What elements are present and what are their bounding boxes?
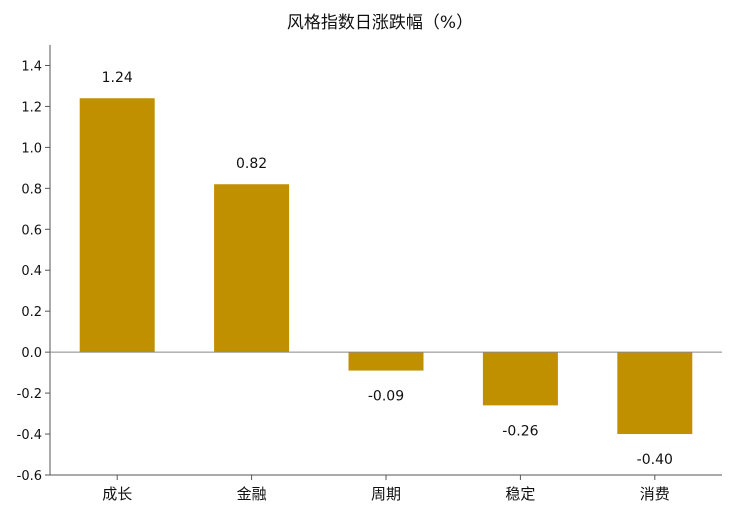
y-tick-label: -0.2 xyxy=(17,387,42,402)
plot-area: -0.6 -0.4 -0.2 0.0 0.2 0.4 0.6 0.8 1.0 1.2 1.4 1.24… xyxy=(17,45,722,503)
y-tick-label: -0.6 xyxy=(17,469,42,484)
y-tick-label: 0.6 xyxy=(21,223,42,238)
y-tick-label: 0.4 xyxy=(21,264,42,279)
bar-1 xyxy=(79,98,155,353)
bar-5 xyxy=(617,352,693,435)
y-tick-label: 1.0 xyxy=(21,141,42,156)
bar-3 xyxy=(348,352,424,371)
chart-title: 风格指数日涨跌幅（%） xyxy=(287,13,473,33)
data-label: 0.82 xyxy=(236,156,267,172)
data-label: -0.40 xyxy=(637,452,673,468)
bar-2 xyxy=(214,184,290,353)
y-tick-label: 0.2 xyxy=(21,305,42,320)
x-tick-label: 消费 xyxy=(640,485,670,503)
data-label: -0.26 xyxy=(502,423,538,439)
y-tick-label: 0.8 xyxy=(21,182,42,197)
y-tick-label: 0.0 xyxy=(21,346,42,361)
data-label: 1.24 xyxy=(102,70,133,86)
x-tick-label: 周期 xyxy=(371,485,401,503)
y-tick-label: 1.2 xyxy=(21,100,42,115)
x-tick-label: 金融 xyxy=(237,485,267,503)
y-tick-label: -0.4 xyxy=(17,428,42,443)
x-tick-label: 成长 xyxy=(102,485,132,503)
bar-4 xyxy=(482,352,558,406)
y-tick-label: 1.4 xyxy=(21,59,42,74)
data-label: -0.09 xyxy=(368,389,404,405)
x-tick-label: 稳定 xyxy=(505,485,535,503)
